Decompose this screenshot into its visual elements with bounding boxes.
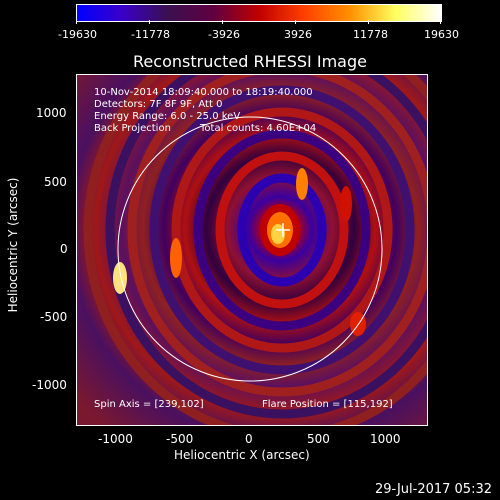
colorbar-tick (368, 20, 369, 24)
colorbar (76, 4, 442, 22)
generated-timestamp: 29-Jul-2017 05:32 (374, 482, 492, 497)
x-tick-label: -1000 (98, 432, 133, 446)
detectors: Detectors: 7F 8F 9F, Att 0 (94, 99, 223, 110)
y-axis-title: Heliocentric Y (arcsec) (6, 177, 20, 313)
time-range: 10-Nov-2014 18:09:40.000 to 18:19:40.000 (94, 87, 313, 98)
colorbar-tick-label: -11778 (131, 28, 170, 41)
x-tick-label: 1000 (370, 432, 401, 446)
y-tick-label: 500 (44, 175, 67, 189)
colorbar-tick (149, 20, 150, 24)
x-tick-label: 0 (245, 432, 253, 446)
colorbar-tick-label: 19630 (424, 28, 459, 41)
y-tick-label: -500 (40, 310, 68, 324)
x-axis-title: Heliocentric X (arcsec) (174, 448, 310, 462)
colorbar-tick (440, 20, 441, 24)
colorbar-tick (222, 20, 223, 24)
x-tick-label: -500 (166, 432, 194, 446)
rhessi-image (76, 74, 428, 426)
total-counts: Total counts: 4.60E+04 (200, 123, 317, 134)
image-title: Reconstructed RHESSI Image (133, 52, 367, 71)
colorbar-tick (76, 20, 77, 24)
colorbar-tick (295, 20, 296, 24)
colorbar-tick-label: 3926 (284, 28, 312, 41)
energy-range: Energy Range: 6.0 - 25.0 keV (94, 111, 241, 122)
x-tick-label: 500 (307, 432, 330, 446)
colorbar-tick-label: 11778 (353, 28, 388, 41)
colorbar-tick-label: -19630 (58, 28, 97, 41)
colorbar-tick-label: -3926 (208, 28, 240, 41)
y-tick-label: 1000 (36, 106, 67, 120)
flare-position: Flare Position = [115,192] (262, 399, 393, 410)
y-tick-label: 0 (60, 242, 68, 256)
spin-axis: Spin Axis = [239,102] (94, 399, 204, 410)
y-tick-label: -1000 (32, 378, 67, 392)
algorithm: Back Projection (94, 123, 171, 134)
